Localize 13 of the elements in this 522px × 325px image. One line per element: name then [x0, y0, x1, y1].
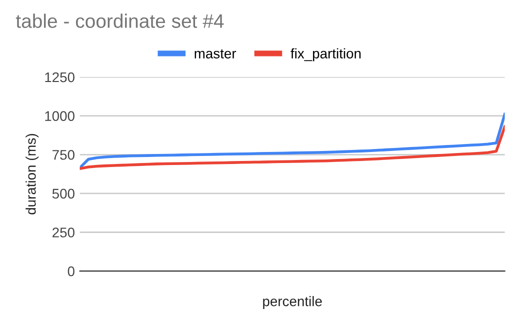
- y-tick-label: 1000: [45, 111, 74, 121]
- line-series: [80, 125, 505, 170]
- y-tick-label: 0: [68, 266, 74, 276]
- y-tick-label: 750: [52, 150, 74, 160]
- chart-title: table - coordinate set #4: [16, 14, 224, 28]
- y-tick-label: 500: [52, 188, 74, 199]
- legend-label: fix_partition: [290, 48, 361, 62]
- y-axis-title: duration (ms): [26, 134, 39, 214]
- line-series: [80, 112, 505, 170]
- legend-label: master: [194, 49, 236, 58]
- y-tick-label: 250: [52, 228, 74, 238]
- y-tick-label: 1250: [45, 72, 74, 82]
- x-axis-title: percentile: [263, 296, 322, 309]
